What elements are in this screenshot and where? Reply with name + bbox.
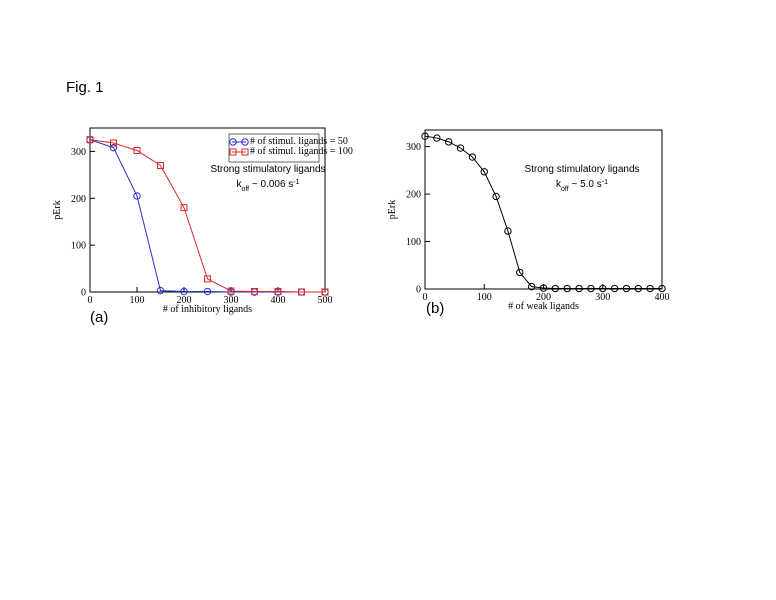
x-tick-label: 200 — [177, 295, 192, 306]
marker — [587, 284, 595, 293]
y-tick-label: 100 — [406, 237, 421, 248]
x-tick-label: 200 — [536, 292, 551, 303]
series-line — [89, 139, 325, 293]
x-axis-label: # of inhibitory ligands — [163, 304, 252, 315]
rate-label-part: -1 — [293, 179, 299, 186]
marker — [456, 144, 465, 152]
legend-label: # of stimul. ligands = 100 — [250, 146, 353, 157]
rate-label-part: k — [236, 179, 242, 190]
marker — [274, 288, 282, 296]
marker — [229, 148, 237, 156]
marker — [575, 284, 583, 293]
marker — [227, 287, 235, 295]
x-axis-label: # of weak ligands — [508, 301, 579, 312]
panel-label: (a) — [90, 309, 108, 326]
rate-label-part: ~ 0.006 s — [249, 179, 293, 190]
y-tick-label: 0 — [81, 288, 86, 299]
rate-label-part: k — [556, 179, 562, 190]
y-axis-label: pErk — [52, 200, 63, 219]
marker — [86, 136, 94, 144]
legend-label: # of stimul. ligands = 50 — [250, 136, 348, 147]
x-tick-label: 100 — [130, 295, 145, 306]
marker — [298, 288, 305, 296]
marker — [504, 227, 512, 235]
marker — [480, 168, 488, 176]
y-tick-label: 100 — [71, 241, 86, 252]
y-tick-label: 200 — [71, 194, 86, 205]
marker — [551, 284, 560, 293]
y-tick-label: 300 — [71, 147, 86, 158]
marker — [563, 284, 571, 293]
annotation: Strong stimulatory ligands — [210, 164, 325, 175]
panel-label: (b) — [426, 300, 444, 317]
marker — [492, 192, 500, 201]
y-tick-label: 300 — [406, 142, 421, 153]
marker — [180, 287, 188, 296]
marker — [539, 284, 548, 292]
marker — [203, 287, 212, 296]
rate-label-part: ~ 5.0 s — [569, 179, 602, 190]
x-tick-label: 400 — [271, 295, 286, 306]
marker — [109, 143, 118, 152]
series-line — [89, 139, 325, 293]
x-tick-label: 300 — [595, 292, 610, 303]
x-tick-label: 500 — [318, 295, 333, 306]
marker — [133, 192, 141, 200]
y-axis-label: pErk — [387, 200, 398, 219]
marker — [622, 284, 631, 293]
marker — [634, 284, 642, 293]
marker — [321, 288, 329, 296]
marker — [133, 146, 141, 154]
marker — [658, 284, 666, 293]
marker — [516, 268, 524, 277]
marker — [180, 204, 188, 212]
marker — [241, 138, 249, 146]
marker — [110, 139, 117, 147]
x-tick-label: 100 — [477, 292, 492, 303]
marker — [527, 282, 536, 291]
rate-label-part: off — [561, 186, 569, 193]
plot-frame — [424, 129, 663, 290]
marker — [433, 134, 441, 142]
marker — [204, 275, 211, 283]
y-tick-label: 200 — [406, 190, 421, 201]
marker — [646, 284, 654, 293]
marker — [610, 284, 619, 293]
marker — [599, 284, 607, 293]
marker — [156, 286, 165, 295]
x-tick-label: 300 — [224, 295, 239, 306]
x-tick-label: 400 — [655, 292, 670, 303]
rate-label: koff ~ 5.0 s-1 — [556, 179, 608, 193]
marker — [241, 148, 249, 156]
series-line — [424, 135, 662, 290]
marker — [468, 153, 477, 161]
marker — [445, 138, 453, 146]
rate-label: koff ~ 0.006 s-1 — [236, 179, 299, 193]
y-tick-label: 0 — [416, 285, 421, 296]
rate-label-part: -1 — [602, 179, 608, 186]
x-tick-label: 0 — [88, 295, 93, 306]
annotation: Strong stimulatory ligands — [524, 164, 639, 175]
x-tick-label: 0 — [423, 292, 428, 303]
marker — [421, 132, 429, 140]
marker — [251, 288, 258, 296]
figure-label: Fig. 1 — [66, 79, 104, 96]
marker — [157, 161, 164, 169]
rate-label-part: off — [241, 186, 249, 193]
marker — [229, 138, 237, 146]
